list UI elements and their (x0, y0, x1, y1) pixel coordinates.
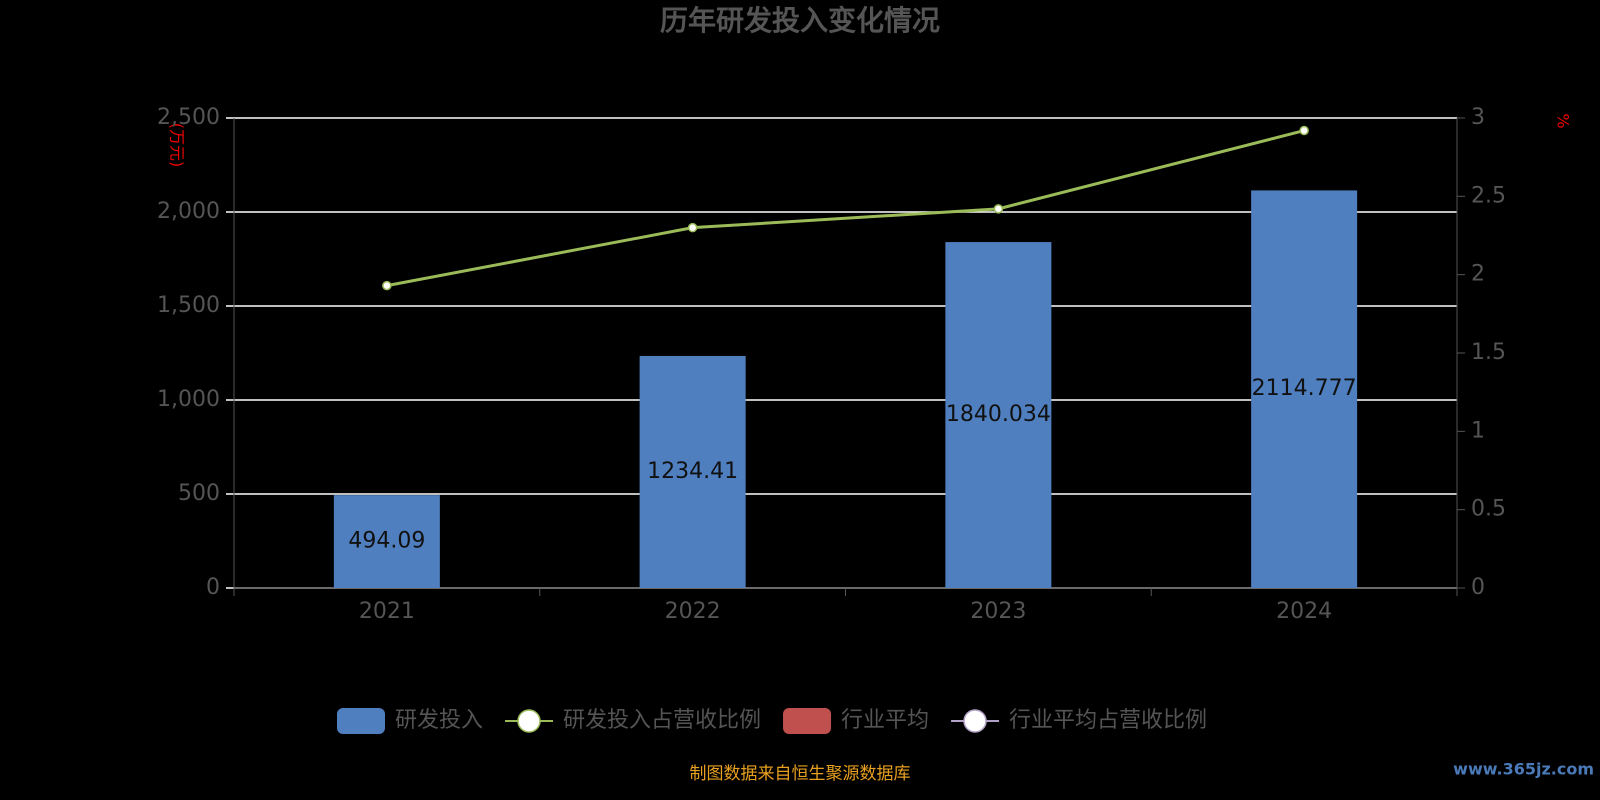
y2-tick-label: 3 (1471, 105, 1485, 130)
legend-label: 行业平均 (841, 708, 929, 733)
bar (1251, 190, 1358, 588)
y2-tick-label: 2.5 (1471, 183, 1506, 208)
legend-marker (963, 709, 987, 733)
bar-value-label: 2114.777 (1252, 376, 1357, 401)
y-axis-label: (万元) (168, 123, 187, 168)
legend-label: 研发投入 (395, 708, 483, 733)
y-tick-label: 500 (178, 481, 220, 506)
bar (945, 242, 1052, 588)
line-point (382, 280, 392, 291)
line-point (993, 204, 1004, 214)
x-tick-label: 2022 (665, 599, 721, 624)
y2-tick-label: 0.5 (1471, 497, 1506, 522)
y2-tick-label: 0 (1471, 575, 1485, 600)
bar (639, 355, 746, 588)
legend-label: 研发投入占营收比例 (563, 708, 761, 733)
legend-marker (517, 709, 541, 733)
source-note: 制图数据来自恒生聚源数据库 (690, 764, 911, 784)
x-tick-label: 2023 (970, 599, 1026, 624)
y2-tick-label: 1 (1471, 418, 1485, 443)
line-point (687, 222, 698, 233)
x-tick-label: 2021 (359, 599, 415, 624)
bar-value-label: 1840.034 (946, 402, 1051, 427)
bar-value-label: 1234.41 (647, 459, 738, 484)
legend-swatch (783, 708, 832, 734)
y2-axis-label: % (1554, 113, 1573, 128)
watermark: www.365jz.com (1453, 760, 1594, 779)
y2-tick-label: 1.5 (1471, 340, 1506, 365)
bar-value-label: 494.09 (348, 529, 425, 554)
legend-label: 行业平均占营收比例 (1009, 708, 1207, 733)
legend-swatch (337, 708, 385, 734)
x-tick-label: 2024 (1276, 599, 1332, 624)
y-tick-label: 2,500 (157, 105, 220, 130)
line-series (386, 129, 1305, 288)
y-tick-label: 1,500 (157, 293, 220, 318)
y-tick-label: 2,000 (157, 199, 220, 224)
y2-tick-label: 2 (1471, 262, 1485, 287)
chart-title: 历年研发投入变化情况 (660, 4, 940, 37)
line-point (1299, 125, 1309, 136)
y-tick-label: 1,000 (157, 387, 220, 412)
y-tick-label: 0 (206, 575, 220, 600)
bar (333, 495, 440, 588)
